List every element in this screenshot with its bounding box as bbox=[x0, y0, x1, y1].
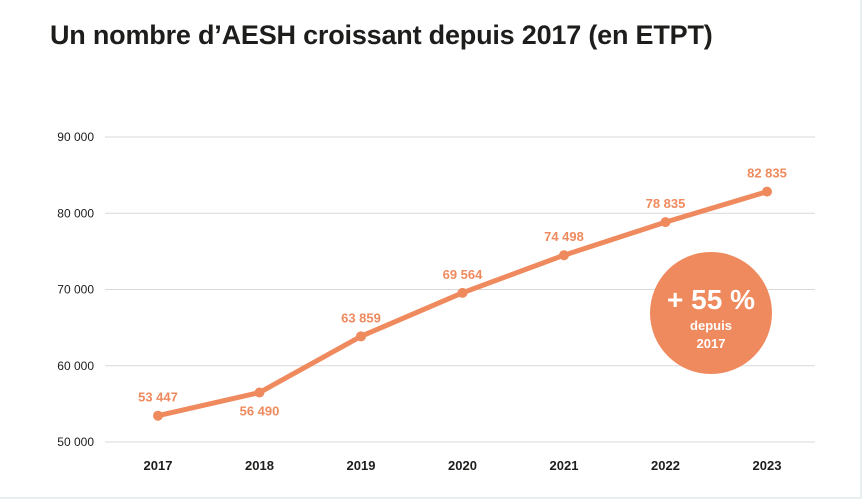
x-tick-label: 2017 bbox=[144, 458, 173, 473]
x-tick-label: 2023 bbox=[753, 458, 782, 473]
growth-badge: + 55 % depuis 2017 bbox=[650, 252, 772, 374]
x-tick-label: 2018 bbox=[245, 458, 274, 473]
growth-badge-headline: + 55 % bbox=[667, 284, 755, 315]
y-tick-label: 80 000 bbox=[57, 206, 94, 220]
x-tick-label: 2019 bbox=[347, 458, 376, 473]
data-label: 78 835 bbox=[646, 196, 686, 211]
x-axis-ticks: 2017 2018 2019 2020 2021 2022 2023 bbox=[144, 458, 782, 473]
data-label: 82 835 bbox=[747, 166, 787, 181]
growth-badge-circle bbox=[650, 252, 772, 374]
growth-badge-line2: 2017 bbox=[697, 336, 726, 351]
data-point bbox=[457, 287, 468, 298]
data-point bbox=[153, 410, 163, 421]
data-points bbox=[153, 186, 772, 421]
data-labels: 53 447 56 490 63 859 69 564 74 498 78 835 82 8… bbox=[138, 166, 787, 419]
data-label: 56 490 bbox=[240, 404, 280, 419]
data-point bbox=[762, 186, 772, 197]
data-label: 63 859 bbox=[341, 310, 381, 325]
y-axis-ticks: 50 000 60 000 70 000 80 000 90 000 bbox=[57, 130, 94, 449]
x-tick-label: 2020 bbox=[448, 458, 477, 473]
data-point bbox=[254, 387, 265, 398]
data-label: 69 564 bbox=[443, 267, 484, 282]
y-tick-label: 60 000 bbox=[57, 359, 94, 373]
data-label: 74 498 bbox=[544, 229, 584, 244]
data-point bbox=[356, 331, 366, 342]
data-point bbox=[559, 250, 569, 261]
y-tick-label: 50 000 bbox=[57, 435, 94, 449]
y-tick-label: 70 000 bbox=[57, 283, 94, 297]
chart-title: Un nombre d’AESH croissant depuis 2017 (… bbox=[50, 20, 713, 50]
x-tick-label: 2022 bbox=[651, 458, 680, 473]
data-label: 53 447 bbox=[138, 390, 178, 405]
y-tick-label: 90 000 bbox=[57, 130, 94, 144]
growth-badge-line1: depuis bbox=[690, 318, 732, 333]
x-tick-label: 2021 bbox=[550, 458, 579, 473]
data-point bbox=[660, 217, 671, 228]
